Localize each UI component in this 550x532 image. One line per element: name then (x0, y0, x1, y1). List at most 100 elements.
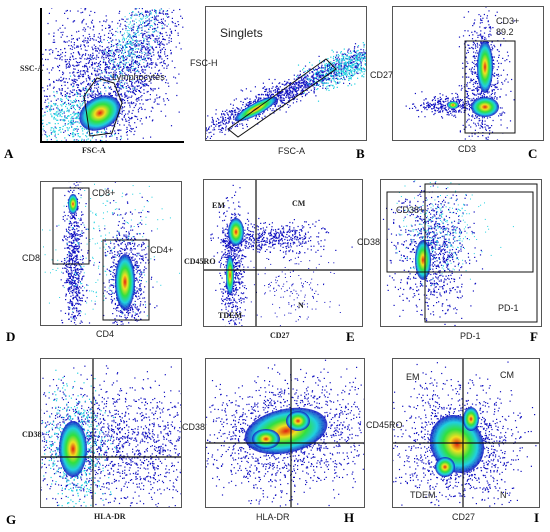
cd3-lower-density (471, 97, 499, 117)
panel-d-scatter (42, 182, 181, 325)
panel-h-xlabel: HLA-DR (256, 512, 290, 522)
panel-c-gate-value: 89.2 (496, 27, 514, 37)
singlets-gate (227, 58, 337, 138)
dot-cloud (395, 180, 514, 286)
panel-f-scatter (382, 180, 538, 326)
panel-i-plot-frame (392, 358, 540, 508)
panel-i-scatter (393, 359, 539, 507)
panel-i-q-tr: CM (500, 370, 514, 380)
panel-e-q-tr: CM (292, 199, 306, 208)
cd4-density (115, 254, 135, 310)
panel-a-scatter (42, 8, 184, 141)
panel-g-scatter (41, 359, 181, 507)
i-peak-em (463, 407, 479, 431)
panel-g: CD38 HLA-DR G (0, 350, 190, 532)
panel-i-xlabel: CD27 (452, 512, 476, 522)
dot-cloud (42, 8, 180, 141)
panel-i-q-tl: EM (406, 372, 420, 382)
em-density (228, 218, 244, 246)
panel-h-ylabel: CD38 (182, 422, 206, 432)
panel-e-ylabel: CD45RO (184, 257, 216, 266)
panel-f-ylabel: CD38 (357, 237, 381, 247)
panel-h: CD38 HLA-DR H (182, 350, 370, 532)
cd3-neg-density (447, 101, 459, 109)
dot-cloud (90, 8, 169, 114)
panel-d-plot-frame (40, 181, 182, 326)
h-peak2 (286, 411, 310, 431)
cd8-gate (52, 187, 90, 265)
panel-f-plot-frame (380, 179, 542, 327)
panel-e: CD45RO CD27 EM CM TDEM N E (184, 175, 370, 345)
panel-g-letter: G (6, 512, 17, 527)
panel-c-letter: C (528, 146, 538, 161)
cd38-gate (386, 191, 534, 273)
lymphocytes-gate (83, 77, 123, 137)
panel-b-letter: B (356, 146, 365, 161)
panel-f-xlabel: PD-1 (460, 331, 481, 341)
panel-c-gate-label: CD3+ (496, 16, 520, 26)
g-density (59, 421, 87, 477)
panel-d-letter: D (6, 329, 16, 344)
panel-d: CD8 CD4 CD8+ CD4+ D (0, 175, 190, 345)
panel-b-ylabel: FSC-H (190, 58, 218, 68)
cd4-gate (102, 239, 150, 321)
tdem-density (226, 255, 234, 295)
panel-b: FSC-H FSC-A Singlets B (190, 0, 370, 165)
h-peak1 (252, 429, 280, 449)
panel-a-letter: A (4, 146, 14, 161)
panel-d-ylabel: CD8 (22, 253, 41, 263)
panel-e-plot-frame (203, 179, 363, 327)
cd3-upper-density (477, 41, 493, 93)
panel-a-plot-frame (40, 8, 184, 143)
panel-g-plot-frame (40, 358, 182, 508)
panel-b-scatter (206, 42, 366, 140)
cd38-density (415, 240, 431, 280)
panel-e-q-br: N (298, 301, 304, 310)
panel-i-q-br: N (500, 490, 507, 500)
panel-f-letter: F (530, 329, 538, 344)
panel-c-ylabel: CD27 (370, 70, 394, 80)
panel-h-letter: H (344, 510, 355, 525)
panel-e-q-bl: TDEM (218, 311, 242, 320)
panel-c-xlabel: CD3 (458, 144, 477, 154)
panel-b-xlabel: FSC-A (278, 146, 305, 156)
cd8-density (68, 194, 78, 214)
panel-i-q-bl: TDEM (410, 490, 436, 500)
panel-e-q-tl: EM (212, 201, 225, 210)
panel-d-gate1-label: CD8+ (92, 188, 116, 198)
dot-cloud (244, 240, 341, 326)
panel-i-ylabel: CD45RO (366, 420, 403, 430)
dot-cloud (210, 217, 353, 262)
cd3-gate (464, 40, 516, 134)
panel-c: CD27 CD3 CD3+ 89.2 C (370, 0, 550, 165)
panel-a: SSC-A FSC-A Lymphocytes A (0, 0, 190, 165)
dot-cloud (295, 42, 366, 102)
panel-e-xlabel: CD27 (270, 331, 290, 340)
dot-cloud (42, 183, 181, 321)
panel-f: CD38 PD-1 CD38+ PD-1 F (357, 175, 550, 345)
pd1-gate (424, 183, 538, 323)
panel-f-gate1-label: CD38+ (396, 205, 425, 215)
panel-a-xlabel: FSC-A (82, 146, 106, 155)
panel-h-plot-frame (205, 358, 365, 508)
panel-c-plot-frame (392, 6, 544, 141)
dot-cloud (382, 181, 484, 326)
panel-f-gate2-label: PD-1 (498, 303, 519, 313)
panel-i: CD45RO CD27 EM CM TDEM N I (366, 350, 550, 532)
panel-g-ylabel: CD38 (22, 430, 42, 439)
panel-c-scatter (405, 7, 516, 140)
panel-i-letter: I (534, 510, 540, 525)
lymphocyte-density (79, 95, 121, 131)
panel-e-letter: E (346, 329, 355, 344)
panel-b-gate-label: Singlets (220, 26, 263, 40)
panel-a-ylabel: SSC-A (20, 64, 44, 73)
panel-d-xlabel: CD4 (96, 329, 115, 339)
panel-d-gate2-label: CD4+ (150, 245, 174, 255)
panel-g-xlabel: HLA-DR (94, 512, 126, 521)
panel-e-scatter (204, 180, 362, 326)
i-density (429, 414, 485, 474)
i-peak-tdem (435, 457, 455, 477)
panel-a-gate-label: Lymphocytes (112, 72, 165, 82)
panel-h-scatter (206, 359, 364, 507)
panel-b-plot-frame (205, 6, 367, 141)
